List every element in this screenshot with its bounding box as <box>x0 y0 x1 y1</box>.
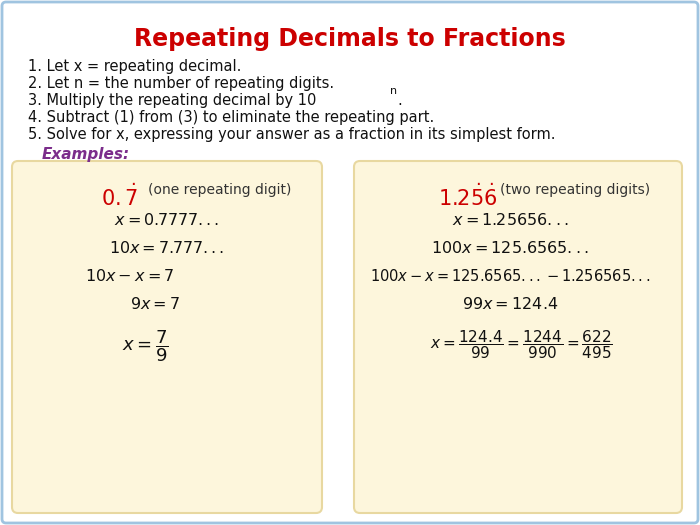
Text: .: . <box>397 93 402 108</box>
Text: $99x = 124.4$: $99x = 124.4$ <box>462 296 558 312</box>
Text: $100x = 125.6565...$: $100x = 125.6565...$ <box>431 240 589 256</box>
Text: $x = 1.25656...$: $x = 1.25656...$ <box>452 212 568 228</box>
FancyBboxPatch shape <box>12 161 322 513</box>
Text: 4. Subtract (1) from (3) to eliminate the repeating part.: 4. Subtract (1) from (3) to eliminate th… <box>28 110 434 125</box>
Text: Examples:: Examples: <box>42 147 130 162</box>
Text: (one repeating digit): (one repeating digit) <box>148 183 291 197</box>
Text: 3. Multiply the repeating decimal by 10: 3. Multiply the repeating decimal by 10 <box>28 93 316 108</box>
Text: 1. Let x = repeating decimal.: 1. Let x = repeating decimal. <box>28 59 242 74</box>
Text: (two repeating digits): (two repeating digits) <box>500 183 650 197</box>
Text: $0.\dot{7}$: $0.\dot{7}$ <box>102 183 139 210</box>
Text: $10x = 7.777...$: $10x = 7.777...$ <box>109 240 225 256</box>
Text: $10x - x = 7$: $10x - x = 7$ <box>85 268 175 284</box>
FancyBboxPatch shape <box>354 161 682 513</box>
Text: $x = \dfrac{7}{9}$: $x = \dfrac{7}{9}$ <box>122 328 168 364</box>
Text: $9x = 7$: $9x = 7$ <box>130 296 180 312</box>
Text: Repeating Decimals to Fractions: Repeating Decimals to Fractions <box>134 27 566 51</box>
Text: $1.2\dot{5}\dot{6}$: $1.2\dot{5}\dot{6}$ <box>438 183 498 210</box>
Text: $100x - x = 125.6565...-1.256565...$: $100x - x = 125.6565...-1.256565...$ <box>370 268 650 284</box>
Text: 5. Solve for x, expressing your answer as a fraction in its simplest form.: 5. Solve for x, expressing your answer a… <box>28 127 556 142</box>
Text: n: n <box>390 86 397 96</box>
Text: $x = \dfrac{124.4}{99} = \dfrac{1244}{990} = \dfrac{622}{495}$: $x = \dfrac{124.4}{99} = \dfrac{1244}{99… <box>430 328 613 361</box>
Text: 2. Let n = the number of repeating digits.: 2. Let n = the number of repeating digit… <box>28 76 334 91</box>
Text: $x = 0.7777...$: $x = 0.7777...$ <box>114 212 220 228</box>
